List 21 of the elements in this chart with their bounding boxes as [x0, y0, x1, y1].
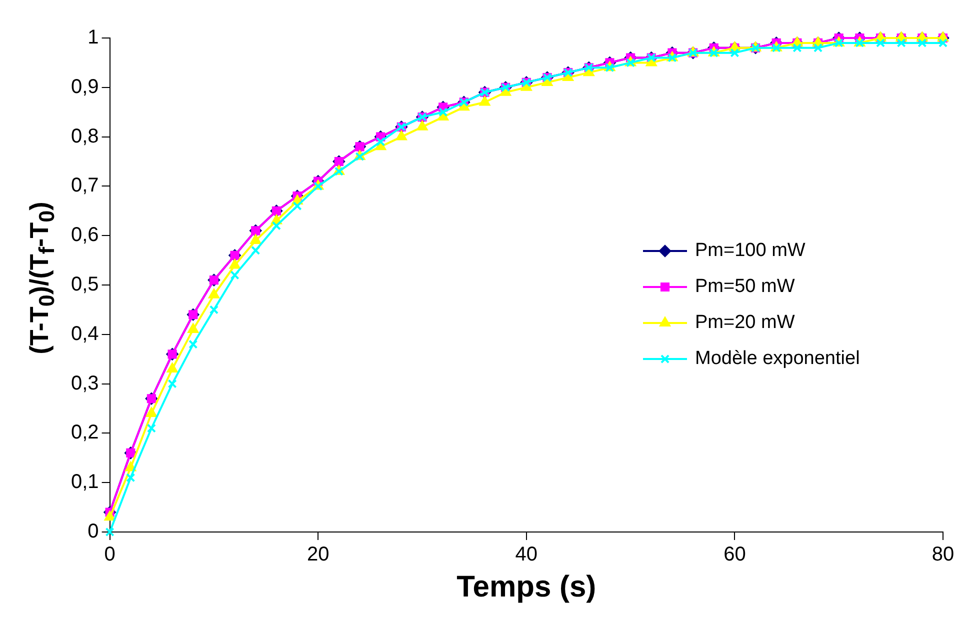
x-tick-label: 0	[104, 544, 116, 566]
y-tick-label: 0,6	[70, 224, 99, 246]
x-tick-label: 20	[306, 544, 330, 566]
x-tick-label: 60	[724, 544, 746, 566]
y-tick-label: 0,3	[70, 372, 99, 394]
legend-label: Pm=20 mW	[695, 312, 795, 334]
y-tick-label: 0,8	[70, 125, 99, 148]
y-tick-label: 0	[88, 520, 99, 543]
y-tick-label: 0,9	[70, 76, 99, 98]
y-tick-label: 0,7	[70, 174, 99, 197]
y-tick-label: 0,1	[70, 471, 99, 494]
legend-label: Modèle exponentiel	[695, 348, 860, 370]
y-tick-label: 0,2	[70, 422, 99, 444]
y-tick-label: 0,4	[70, 322, 99, 345]
x-tick-label: 40	[515, 544, 538, 566]
legend-label: Pm=100 mW	[695, 240, 806, 262]
legend-label: Pm=50 mW	[695, 276, 795, 298]
y-tick-label: 0,5	[70, 274, 99, 296]
x-axis-title: Temps (s)	[456, 570, 596, 604]
x-tick-label: 80	[932, 544, 954, 566]
y-tick-label: 1	[88, 26, 99, 49]
